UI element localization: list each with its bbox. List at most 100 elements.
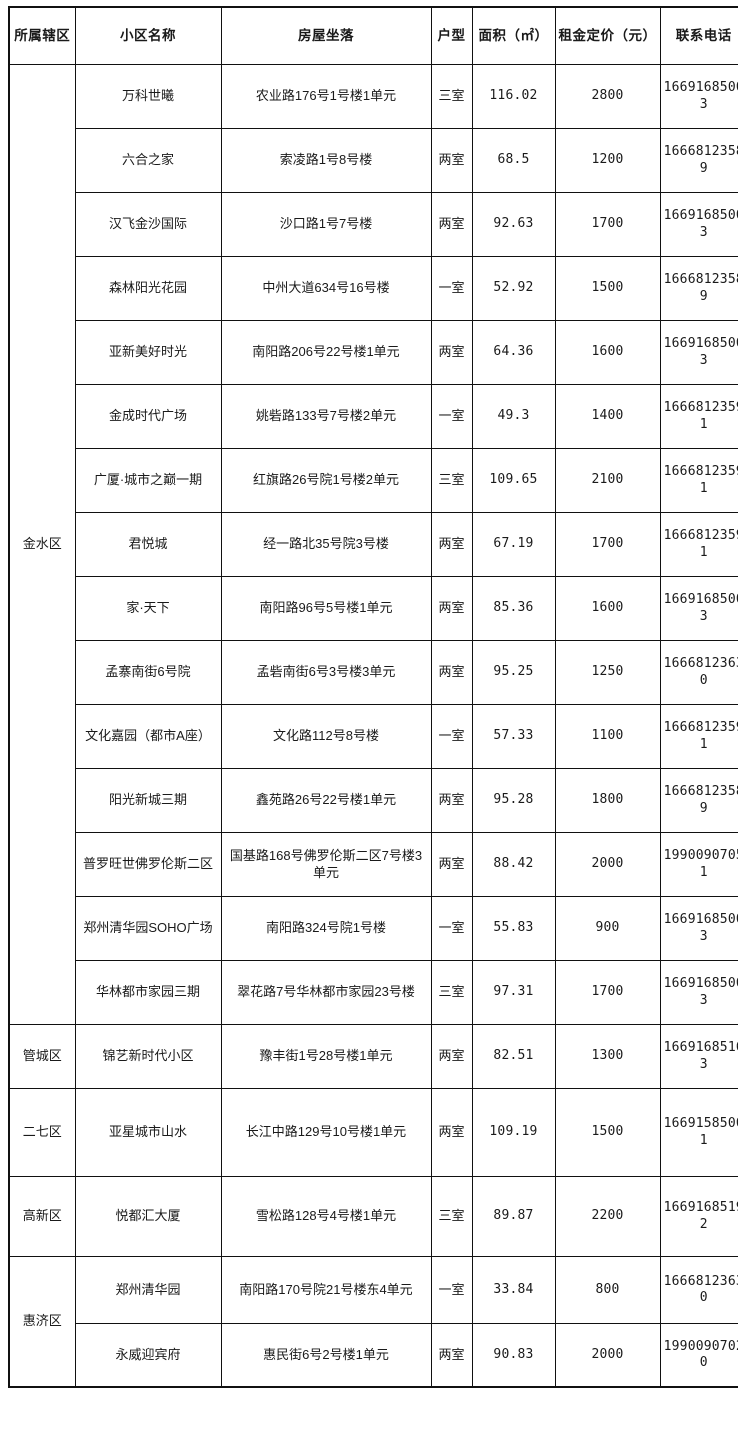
cell-layout: 一室 — [430, 896, 473, 961]
cell-phone: 19900907020 — [659, 1323, 738, 1387]
cell-estate: 永威迎宾府 — [74, 1323, 222, 1387]
cell-address: 翠花路7号华林都市家园23号楼 — [220, 960, 432, 1025]
cell-phone: 16691685003 — [659, 896, 738, 961]
cell-area: 55.83 — [471, 896, 556, 961]
cell-estate: 万科世曦 — [74, 64, 222, 129]
cell-estate: 文化嘉园（都市A座） — [74, 704, 222, 769]
cell-phone: 16691685192 — [659, 1176, 738, 1257]
cell-area: 109.19 — [471, 1088, 556, 1177]
column-header-estate: 小区名称 — [74, 6, 222, 65]
cell-address: 惠民街6号2号楼1单元 — [220, 1323, 432, 1387]
cell-phone: 16691685003 — [659, 960, 738, 1025]
table-header: 所属辖区 小区名称 房屋坐落 户型 面积（㎡） 租金定价（元） 联系电话 — [8, 6, 738, 65]
cell-estate: 郑州清华园 — [74, 1256, 222, 1324]
table-row: 管城区 锦艺新时代小区 豫丰街1号28号楼1单元 两室 82.51 1300 1669168… — [8, 1024, 738, 1089]
housing-listing-table: 所属辖区 小区名称 房屋坐落 户型 面积（㎡） 租金定价（元） 联系电话 金水区… — [8, 6, 738, 1388]
cell-rent: 1800 — [554, 768, 661, 833]
cell-rent: 1300 — [554, 1024, 661, 1089]
cell-estate: 家·天下 — [74, 576, 222, 641]
cell-phone: 16668123591 — [659, 704, 738, 769]
table-row: 亚新美好时光 南阳路206号22号楼1单元 两室 64.36 1600 166916850… — [9, 320, 738, 385]
cell-area: 64.36 — [471, 320, 556, 385]
cell-address: 索凌路1号8号楼 — [220, 128, 432, 193]
table-row: 家·天下 南阳路96号5号楼1单元 两室 85.36 1600 16691685003 — [9, 576, 738, 641]
cell-phone: 16691685003 — [659, 64, 738, 129]
cell-layout: 三室 — [430, 448, 473, 513]
cell-phone: 19900907051 — [659, 832, 738, 897]
cell-rent: 2800 — [554, 64, 661, 129]
cell-area: 49.3 — [471, 384, 556, 449]
cell-layout: 三室 — [430, 960, 473, 1025]
cell-address: 雪松路128号4号楼1单元 — [220, 1176, 432, 1257]
table-row: 六合之家 索凌路1号8号楼 两室 68.5 1200 16668123589 — [9, 128, 738, 193]
cell-address: 中州大道634号16号楼 — [220, 256, 432, 321]
cell-estate: 郑州清华园SOHO广场 — [74, 896, 222, 961]
cell-estate: 亚新美好时光 — [74, 320, 222, 385]
cell-address: 沙口路1号7号楼 — [220, 192, 432, 257]
cell-address: 南阳路324号院1号楼 — [220, 896, 432, 961]
table-row: 文化嘉园（都市A座） 文化路112号8号楼 一室 57.33 1100 166681235… — [9, 704, 738, 769]
cell-rent: 1700 — [554, 960, 661, 1025]
cell-address: 姚砦路133号7号楼2单元 — [220, 384, 432, 449]
cell-area: 90.83 — [471, 1323, 556, 1387]
cell-phone: 16668123591 — [659, 384, 738, 449]
cell-layout: 两室 — [430, 1024, 473, 1089]
table-row: 孟寨南街6号院 孟砦南街6号3号楼3单元 两室 95.25 1250 1666812363… — [9, 640, 738, 705]
cell-phone: 16668123589 — [659, 256, 738, 321]
cell-district: 惠济区 — [8, 1256, 76, 1387]
column-header-layout: 户型 — [430, 6, 473, 65]
cell-district: 金水区 — [8, 64, 76, 1025]
cell-area: 89.87 — [471, 1176, 556, 1257]
cell-estate: 普罗旺世佛罗伦斯二区 — [74, 832, 222, 897]
table-row: 阳光新城三期 鑫苑路26号22号楼1单元 两室 95.28 1800 1666812358… — [9, 768, 738, 833]
cell-estate: 金成时代广场 — [74, 384, 222, 449]
cell-phone: 16668123591 — [659, 512, 738, 577]
cell-estate: 悦都汇大厦 — [74, 1176, 222, 1257]
cell-layout: 两室 — [430, 640, 473, 705]
cell-layout: 两室 — [430, 576, 473, 641]
cell-address: 长江中路129号10号楼1单元 — [220, 1088, 432, 1177]
cell-layout: 一室 — [430, 704, 473, 769]
cell-phone: 16668123591 — [659, 448, 738, 513]
table-row: 普罗旺世佛罗伦斯二区 国基路168号佛罗伦斯二区7号楼3单元 两室 88.42 2000… — [9, 832, 738, 897]
cell-rent: 2000 — [554, 1323, 661, 1387]
cell-area: 68.5 — [471, 128, 556, 193]
cell-estate: 孟寨南街6号院 — [74, 640, 222, 705]
cell-district: 管城区 — [8, 1024, 76, 1089]
cell-rent: 1100 — [554, 704, 661, 769]
column-header-district: 所属辖区 — [8, 6, 76, 65]
column-header-area: 面积（㎡） — [471, 6, 556, 65]
cell-phone: 16668123589 — [659, 128, 738, 193]
cell-estate: 森林阳光花园 — [74, 256, 222, 321]
cell-layout: 两室 — [430, 128, 473, 193]
cell-estate: 汉飞金沙国际 — [74, 192, 222, 257]
cell-layout: 两室 — [430, 320, 473, 385]
cell-area: 57.33 — [471, 704, 556, 769]
table-row: 华林都市家园三期 翠花路7号华林都市家园23号楼 三室 97.31 1700 166916… — [9, 960, 738, 1025]
cell-phone: 16668123630 — [659, 640, 738, 705]
table-row: 二七区 亚星城市山水 长江中路129号10号楼1单元 两室 109.19 1500 1669… — [8, 1088, 738, 1177]
table-row: 君悦城 经一路北35号院3号楼 两室 67.19 1700 16668123591 — [9, 512, 738, 577]
cell-phone: 16691685003 — [659, 576, 738, 641]
cell-rent: 1400 — [554, 384, 661, 449]
cell-rent: 1700 — [554, 192, 661, 257]
table-row: 金水区 万科世曦 农业路176号1号楼1单元 三室 116.02 2800 16691685… — [8, 64, 738, 1025]
cell-layout: 一室 — [430, 384, 473, 449]
cell-address: 豫丰街1号28号楼1单元 — [220, 1024, 432, 1089]
table-row: 永威迎宾府 惠民街6号2号楼1单元 两室 90.83 2000 19900907020 — [9, 1323, 738, 1387]
table-row: 惠济区 郑州清华园 南阳路170号院21号楼东4单元 一室 33.84 800 166681… — [8, 1256, 738, 1387]
cell-rent: 1600 — [554, 320, 661, 385]
cell-rent: 1700 — [554, 512, 661, 577]
cell-layout: 三室 — [430, 64, 473, 129]
cell-phone: 16691685163 — [659, 1024, 738, 1089]
table-row: 金成时代广场 姚砦路133号7号楼2单元 一室 49.3 1400 16668123591 — [9, 384, 738, 449]
column-header-rent: 租金定价（元） — [554, 6, 661, 65]
cell-district: 二七区 — [8, 1088, 76, 1177]
cell-rent: 2200 — [554, 1176, 661, 1257]
cell-estate: 锦艺新时代小区 — [74, 1024, 222, 1089]
cell-address: 鑫苑路26号22号楼1单元 — [220, 768, 432, 833]
cell-layout: 一室 — [430, 256, 473, 321]
table-body: 金水区 万科世曦 农业路176号1号楼1单元 三室 116.02 2800 16691685… — [8, 64, 738, 1387]
cell-phone: 16668123630 — [659, 1256, 738, 1324]
column-header-phone: 联系电话 — [659, 6, 738, 65]
